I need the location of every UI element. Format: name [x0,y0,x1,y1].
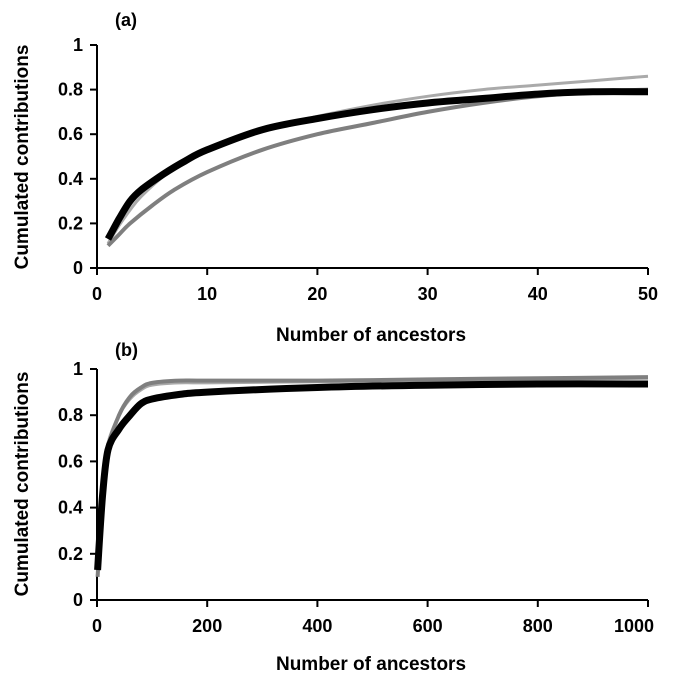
panel-a-series-3-line [104,88,649,241]
panel-b-y-tick-label: 1 [73,359,83,379]
panel-b-y-axis-title: Cumulated contributions [12,372,33,597]
panel-a-x-tick-label: 30 [418,284,438,304]
panel-a-x-axis-title: Number of ancestors [276,325,466,346]
panel-a-y-tick-label: 0.8 [58,80,83,100]
panel-a-x-tick-label: 0 [92,284,102,304]
panel-b-y-tick-label: 0.4 [58,498,83,518]
panel-a-y-axis-title: Cumulated contributions [12,45,33,270]
panel-a-series-2-line [106,87,649,248]
panel-a-y-tick-label: 0 [73,258,83,278]
panel-a-y-tick-label: 0.6 [58,124,83,144]
panel-b-x-tick-label: 400 [302,616,332,636]
panel-b-series-1-line [96,376,649,575]
panel-b-x-tick-label: 0 [92,616,102,636]
panel-b-x-tick-label: 800 [523,616,553,636]
panel-a-x-tick-label: 20 [307,284,327,304]
panel-a-x-tick-label: 50 [638,284,658,304]
panel-a-x-tick-label: 10 [197,284,217,304]
panel-b-y-tick-label: 0.2 [58,544,83,564]
panel-b-x-tick-label: 600 [413,616,443,636]
panel-a-y-tick-label: 0.4 [58,169,83,189]
panel-b-series-3-line [94,380,649,571]
panel-a-y-tick-label: 1 [73,35,83,55]
panel-a-x-tick-label: 40 [528,284,548,304]
panel-a-y-tick-label: 0.2 [58,213,83,233]
panel-a-label: (a) [115,10,137,30]
panel-b-x-tick-label: 200 [192,616,222,636]
panel-b-y-tick-label: 0.8 [58,405,83,425]
panel-b-y-tick-label: 0.6 [58,451,83,471]
panel-b-label: (b) [115,340,138,360]
panel-b: (b) Cumulated contributions Number of an… [12,340,654,674]
panel-b-series-2-line [95,375,649,578]
panel-b-y-tick-label: 0 [73,590,83,610]
panel-b-x-axis-title: Number of ancestors [276,654,466,674]
panel-a: (a) Cumulated contributions Number of an… [12,10,658,346]
panel-b-x-tick-label: 1000 [614,616,654,636]
